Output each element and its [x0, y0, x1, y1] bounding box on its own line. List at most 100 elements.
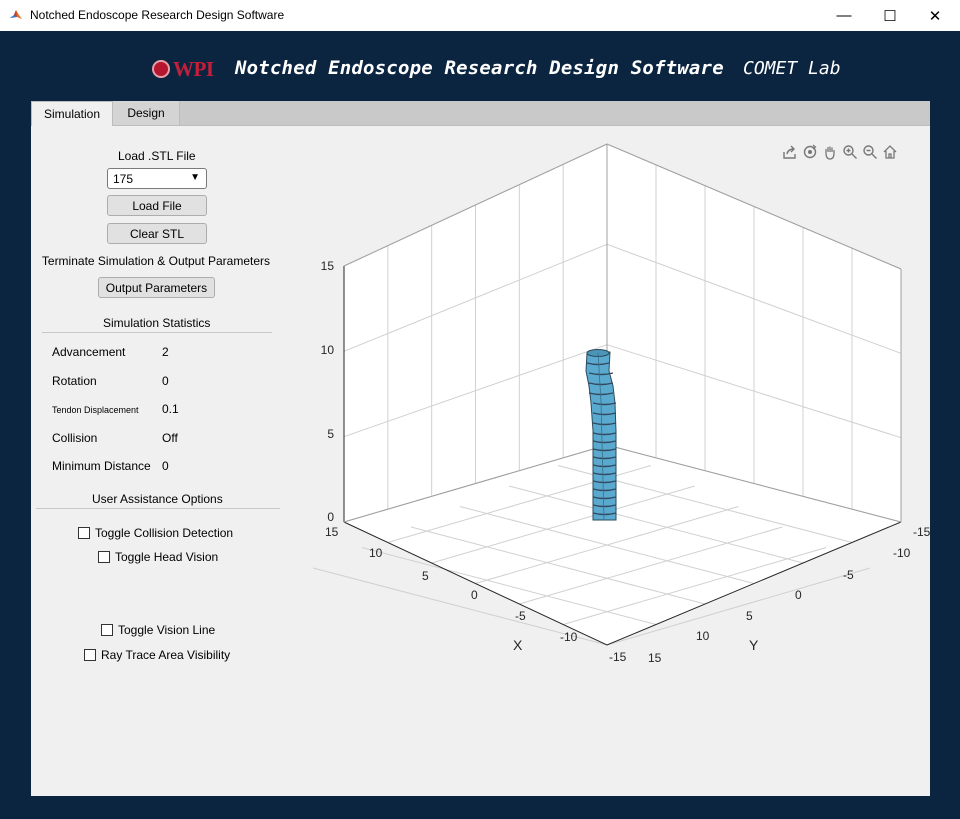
- close-button[interactable]: ✕: [912, 0, 958, 31]
- endoscope-notch: [588, 372, 614, 376]
- checkbox-box[interactable]: [98, 551, 110, 563]
- minimize-button[interactable]: —: [821, 0, 867, 31]
- endoscope-notch: [592, 504, 617, 508]
- endoscope-notch: [588, 382, 614, 386]
- y-tick-5: 5: [746, 609, 753, 623]
- maximize-icon: ☐: [883, 7, 897, 25]
- stat-label-advancement: Advancement: [52, 345, 126, 359]
- simulation-statistics-header: Simulation Statistics: [103, 316, 211, 330]
- endoscope-notch: [586, 362, 610, 366]
- grid-line-floor: [519, 526, 783, 605]
- checkbox-box[interactable]: [78, 527, 90, 539]
- stat-value-rotation: 0: [162, 374, 169, 388]
- grid-line-floor: [459, 506, 755, 584]
- endoscope-notch: [592, 456, 617, 460]
- endoscope-notch: [592, 422, 617, 426]
- y-tick-m15: -15: [913, 525, 931, 539]
- window-titlebar: Notched Endoscope Research Design Softwa…: [0, 0, 960, 32]
- ray-trace-area-visibility-checkbox[interactable]: Ray Trace Area Visibility: [84, 648, 230, 662]
- terminate-label-clip: Terminate Simulation & Output Parameters: [31, 253, 276, 269]
- zoom-out-icon[interactable]: [861, 143, 879, 161]
- home-icon[interactable]: [881, 143, 899, 161]
- lab-title: COMET Lab: [743, 58, 841, 79]
- endoscope-notch: [592, 512, 617, 516]
- endoscope-notch: [592, 402, 617, 406]
- load-stl-label: Load .STL File: [118, 149, 196, 163]
- grid-line-floor: [606, 567, 871, 646]
- stat-value-tendon-displacement: 0.1: [162, 402, 179, 416]
- stat-value-minimum-distance: 0: [162, 459, 169, 473]
- output-parameters-button[interactable]: Output Parameters: [98, 277, 215, 298]
- y-tick-0: 0: [795, 588, 802, 602]
- endoscope-notch: [592, 432, 617, 436]
- toggle-collision-detection-checkbox[interactable]: Toggle Collision Detection: [78, 526, 233, 540]
- load-file-button[interactable]: Load File: [107, 195, 207, 216]
- zoom-in-icon[interactable]: [841, 143, 859, 161]
- endoscope-model[interactable]: [585, 349, 617, 521]
- y-tick-10: 10: [696, 629, 710, 643]
- clear-stl-button[interactable]: Clear STL: [107, 223, 207, 244]
- 3d-plot-axes[interactable]: 15 10 5 0 15 10 5 0 -5 -10 -15 X 15 10 5…: [291, 141, 931, 666]
- checkbox-label: Toggle Vision Line: [118, 623, 216, 637]
- close-icon: ✕: [928, 7, 942, 25]
- maximize-button[interactable]: ☐: [867, 0, 913, 31]
- wpi-seal-icon: [152, 60, 170, 78]
- grid-line-floor: [508, 485, 804, 564]
- checkbox-box[interactable]: [84, 649, 96, 661]
- endoscope-notch: [592, 480, 617, 484]
- z-tick-0: 0: [327, 510, 334, 524]
- endoscope-notch: [592, 464, 617, 468]
- terminate-label: Terminate Simulation & Output Parameters: [41, 254, 270, 268]
- stat-value-advancement: 2: [162, 345, 169, 359]
- x-tick-0: 0: [471, 588, 478, 602]
- y-tick-15: 15: [648, 651, 662, 665]
- app-title: Notched Endoscope Research Design Softwa…: [235, 57, 724, 79]
- endoscope-notch: [592, 440, 617, 444]
- y-tick-m10: -10: [893, 546, 911, 560]
- checkbox-label: Toggle Head Vision: [115, 550, 219, 564]
- user-assistance-header: User Assistance Options: [92, 492, 223, 506]
- assist-divider: [36, 508, 280, 509]
- pan-icon[interactable]: [821, 143, 839, 161]
- toggle-vision-line-checkbox[interactable]: Toggle Vision Line: [101, 623, 215, 637]
- export-icon[interactable]: [781, 143, 799, 161]
- wpi-logo-text: WPI: [173, 56, 214, 81]
- x-tick-10: 10: [369, 546, 383, 560]
- x-axis-label: X: [513, 637, 523, 653]
- rotate-3d-icon[interactable]: [801, 143, 819, 161]
- endoscope-notch: [592, 472, 617, 476]
- toggle-head-vision-checkbox[interactable]: Toggle Head Vision: [98, 550, 218, 564]
- grid-line-floor: [410, 526, 706, 605]
- endoscope-notches: [586, 362, 617, 516]
- endoscope-notch: [592, 496, 617, 500]
- tab-simulation[interactable]: Simulation: [31, 101, 113, 126]
- app-header: WPI Notched Endoscope Research Design So…: [0, 31, 960, 101]
- tab-design[interactable]: Design: [113, 101, 180, 125]
- x-tick-m5: -5: [515, 609, 526, 623]
- tab-bar: Simulation Design: [31, 101, 930, 126]
- main-panel: Simulation Design Load .STL File 175 ▼ L…: [31, 101, 931, 796]
- stat-label-minimum-distance: Minimum Distance: [52, 459, 151, 473]
- grid-line-floor: [563, 547, 827, 625]
- checkbox-label: Ray Trace Area Visibility: [101, 648, 231, 662]
- window-title: Notched Endoscope Research Design Softwa…: [30, 8, 285, 22]
- endoscope-notch: [588, 392, 614, 396]
- wpi-logo: WPI: [152, 56, 214, 82]
- stat-value-collision: Off: [162, 431, 178, 445]
- matlab-app-icon: [10, 10, 22, 19]
- z-tick-5: 5: [327, 427, 334, 441]
- x-tick-m15: -15: [609, 650, 627, 664]
- y-tick-m5: -5: [843, 568, 854, 582]
- endoscope-notch: [592, 412, 617, 416]
- stat-label-tendon-displacement: Tendon Displacement: [52, 405, 139, 415]
- x-tick-m10: -10: [560, 630, 578, 644]
- checkbox-box[interactable]: [101, 624, 113, 636]
- grid-line-floor: [312, 567, 608, 646]
- checkbox-label: Toggle Collision Detection: [95, 526, 234, 540]
- stl-file-dropdown[interactable]: 175 ▼: [107, 168, 207, 189]
- stl-file-selected: 175: [113, 172, 134, 186]
- axis-box-edges: [343, 266, 902, 646]
- endoscope-seam: [597, 352, 605, 521]
- dropdown-arrow-icon: ▼: [190, 172, 200, 183]
- floor-plane: [344, 445, 901, 645]
